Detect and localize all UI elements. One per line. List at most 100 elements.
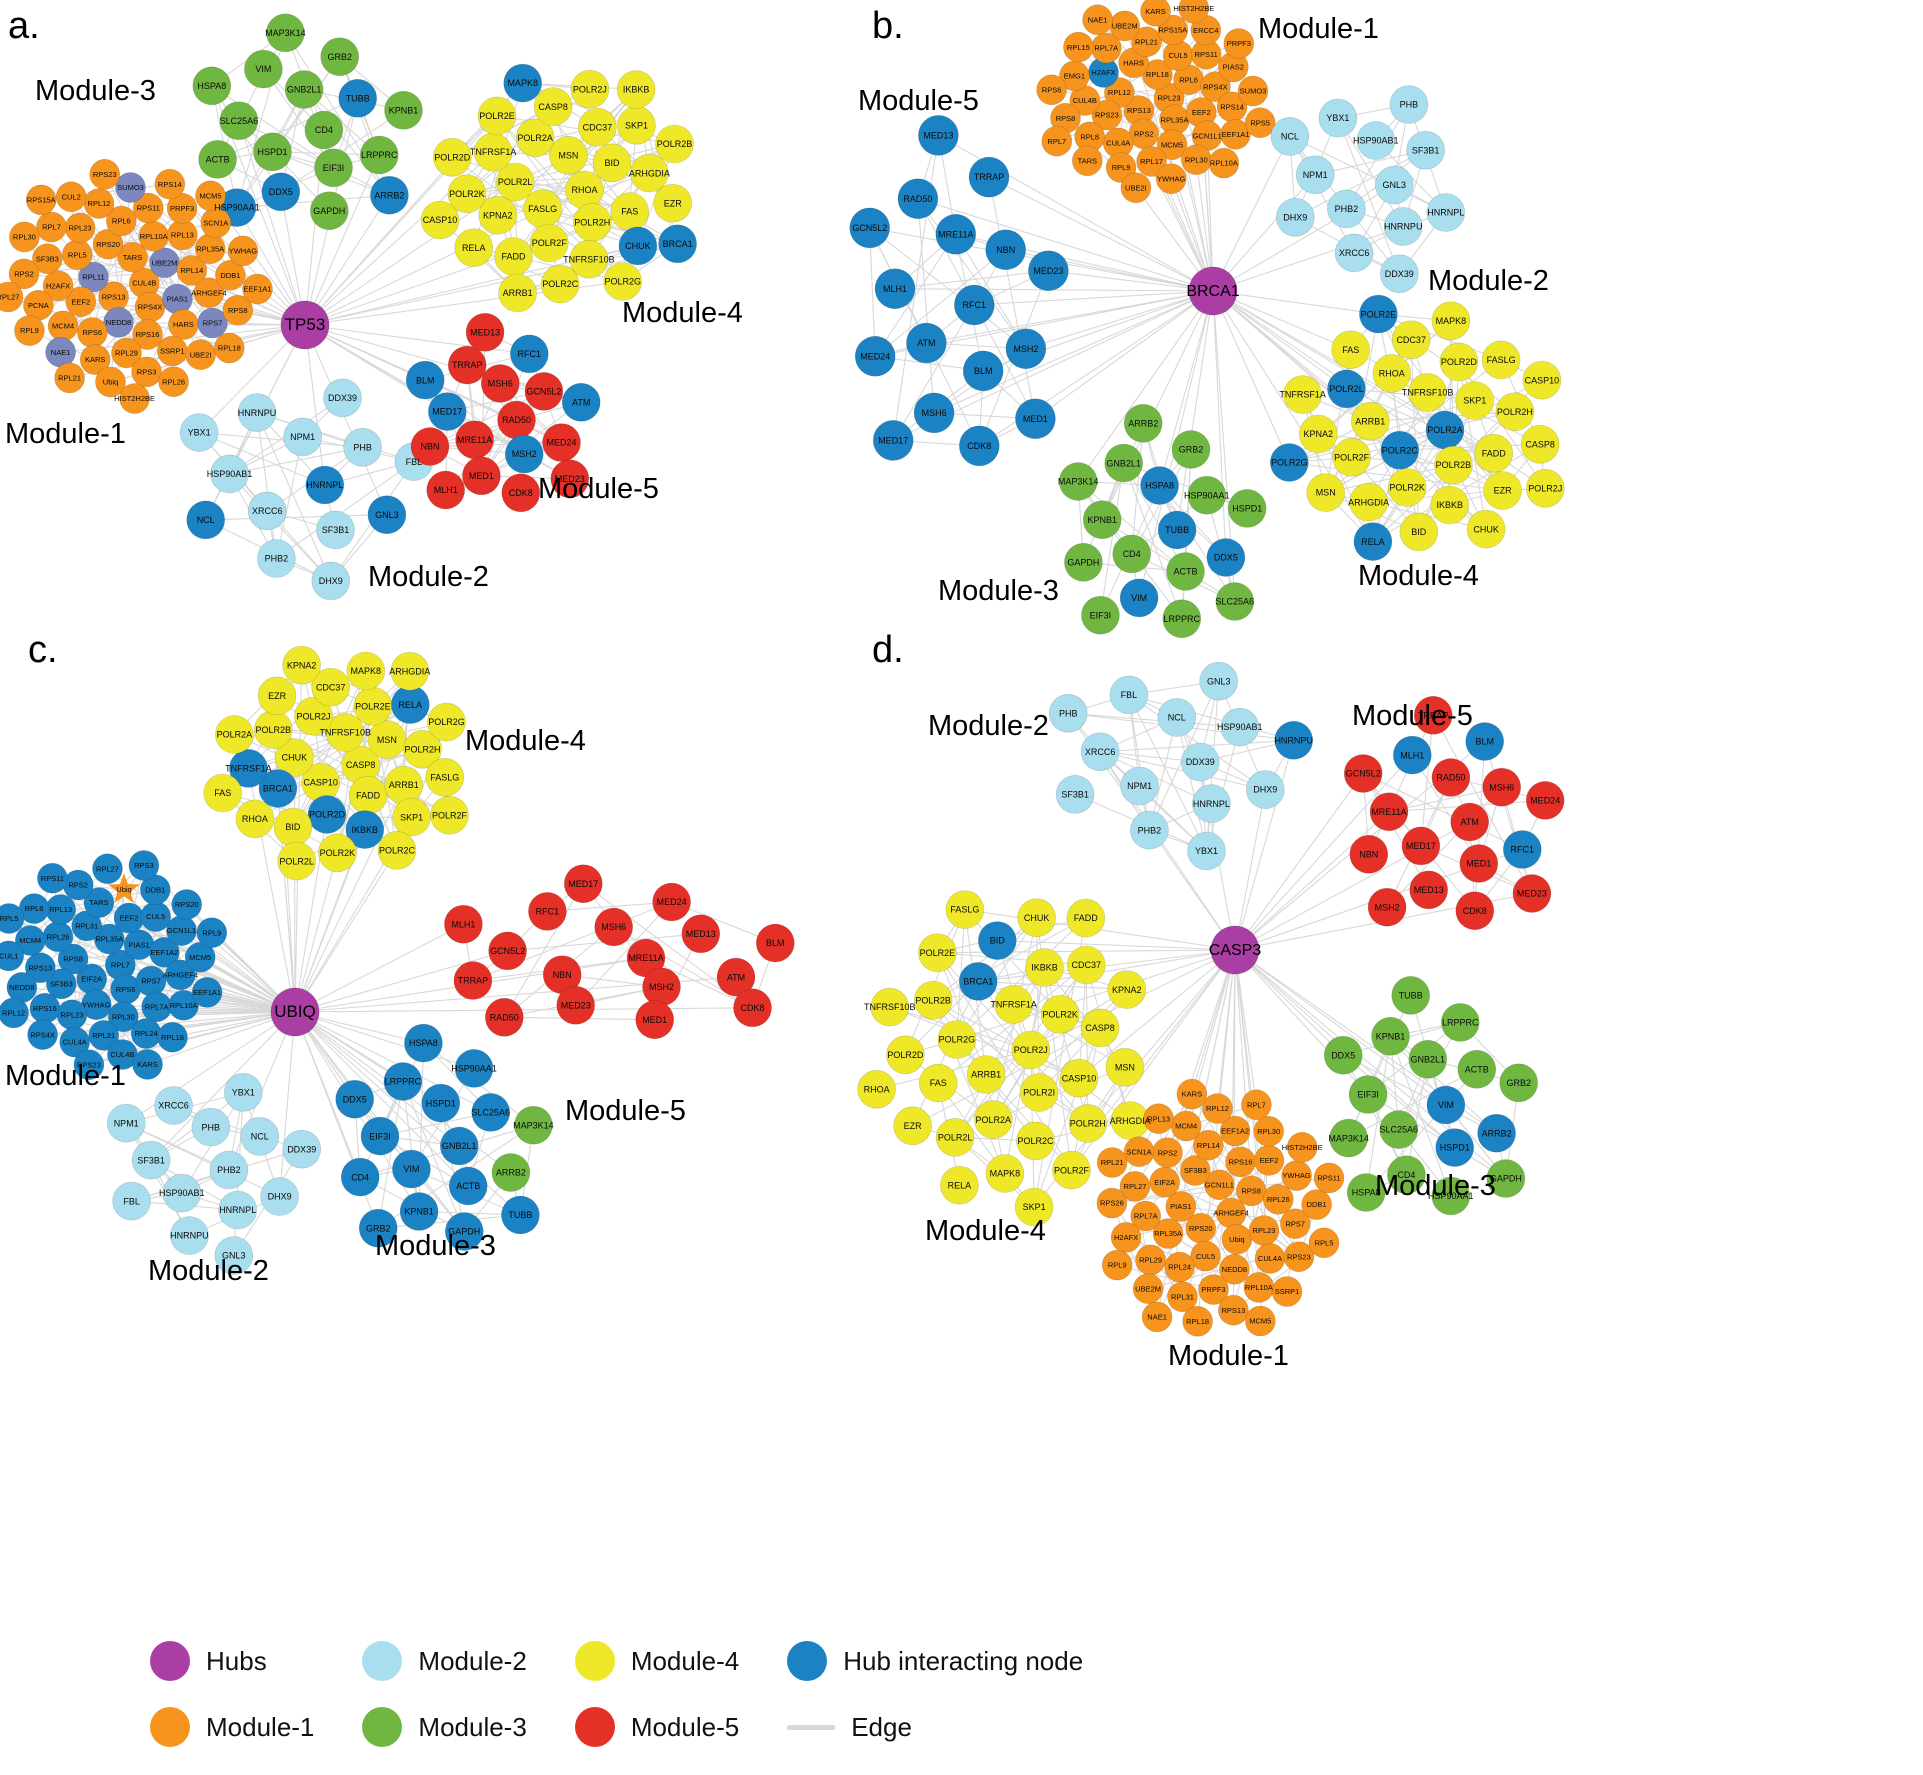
network-node [325, 713, 365, 752]
node-label: MED13 [470, 328, 500, 338]
node-label: CDC37 [316, 682, 346, 692]
network-node [426, 470, 466, 510]
node-label: ATM [917, 338, 935, 348]
network-node [1143, 1103, 1174, 1134]
node-label: RPL23 [61, 1010, 84, 1019]
panel-letter: b. [872, 5, 904, 47]
node-label: PHB [202, 1122, 221, 1132]
hub-edge [279, 1011, 296, 1197]
network-node [1208, 147, 1240, 179]
network-node [257, 539, 296, 578]
node-label: MRE11A [628, 953, 663, 963]
node-label: MED13 [923, 131, 953, 141]
node-label: IKBKB [1031, 963, 1058, 973]
network-node [1011, 1030, 1051, 1070]
network-node [399, 1192, 439, 1231]
node-label: HIST2H2BE [1173, 4, 1214, 13]
node-label: UBE2M [1135, 1284, 1161, 1293]
node-label: KARS [1182, 1090, 1202, 1099]
node-label: CDC37 [583, 122, 613, 132]
network-node [403, 729, 442, 769]
node-label: POLR2C [379, 846, 416, 856]
network-node [1048, 693, 1088, 733]
edge [869, 227, 1027, 350]
node-label: FADD [1482, 448, 1507, 458]
network-node [448, 1166, 488, 1206]
node-label: HSP90AB1 [159, 1188, 205, 1198]
hub-edge [1035, 290, 1214, 420]
network-node [197, 307, 228, 339]
network-node [128, 850, 160, 881]
edge [503, 883, 584, 1018]
network-node [132, 319, 163, 350]
panel-letter: c. [28, 629, 58, 671]
network-node [550, 459, 590, 499]
network-node [471, 1093, 511, 1132]
network-node [247, 491, 287, 531]
node-label: FADD [356, 790, 381, 800]
network-node [937, 1020, 977, 1059]
node-label: VIM [255, 64, 271, 74]
node-label: PHB [353, 443, 372, 453]
node-label: VIM [1131, 593, 1147, 603]
network-node [345, 810, 385, 849]
node-label: RPL35A [1154, 1229, 1182, 1238]
network-node [193, 277, 225, 309]
node-label: MCM4 [19, 936, 41, 945]
network-node [162, 1173, 202, 1213]
node-label: EEF2 [71, 297, 90, 306]
node-label: POLR2J [1528, 483, 1562, 493]
network-node [962, 350, 1004, 392]
node-label: RPL5 [1315, 1238, 1334, 1247]
node-label: RPL12 [1206, 1104, 1229, 1113]
hub-edge [988, 176, 1214, 292]
network-node [1180, 742, 1220, 782]
network-node [24, 952, 56, 984]
node-label: FAS [1342, 345, 1359, 355]
node-label: RPL14 [1197, 1141, 1220, 1150]
node-label: UBE2M [1112, 22, 1138, 31]
network-node [514, 1105, 553, 1145]
network-node [1028, 250, 1069, 292]
nodes [0, 645, 795, 1275]
network-node [655, 124, 694, 164]
network-node [1503, 830, 1542, 869]
node-label: ARHGEF4 [191, 288, 226, 297]
node-label: POLR2F [432, 810, 468, 820]
network-node [1353, 522, 1393, 561]
node-label: RFC1 [536, 907, 560, 917]
node-label: TNFRSF10B [319, 728, 371, 738]
node-label: NAE1 [51, 348, 71, 357]
node-label: HSPD1 [257, 147, 287, 157]
network-node [157, 1021, 188, 1053]
node-label: HIST2H2BE [114, 394, 155, 403]
node-label: POLR2G [1271, 458, 1308, 468]
hub-edge [198, 324, 306, 433]
network-node [1359, 294, 1398, 334]
node-label: RELA [462, 243, 486, 253]
network-node [275, 738, 314, 777]
network-node [556, 985, 596, 1025]
node-label: DDX5 [1214, 553, 1238, 563]
node-label: EMG1 [1064, 72, 1085, 81]
node-label: NBN [553, 970, 572, 980]
network-node [360, 1116, 400, 1156]
network-node [186, 500, 225, 540]
edge [275, 436, 304, 559]
node-label: PIAS1 [128, 940, 149, 949]
node-label: CD4 [1397, 1170, 1415, 1180]
network-node [1187, 831, 1226, 871]
node-label: RAD50 [903, 194, 932, 204]
node-label: POLR2G [939, 1035, 976, 1045]
network-node [1005, 328, 1047, 370]
node-label: SCN1A [203, 219, 228, 228]
network-node [652, 882, 691, 922]
network-node [1295, 155, 1335, 194]
hub-edge [1159, 290, 1214, 486]
node-label: CUL2 [62, 192, 81, 201]
edge [125, 1122, 190, 1236]
node-label: RPS23 [1287, 1252, 1311, 1261]
hub-edge [1212, 174, 1316, 292]
node-label: POLR2C [1017, 1136, 1054, 1146]
node-label: CUL4A [1106, 139, 1130, 148]
